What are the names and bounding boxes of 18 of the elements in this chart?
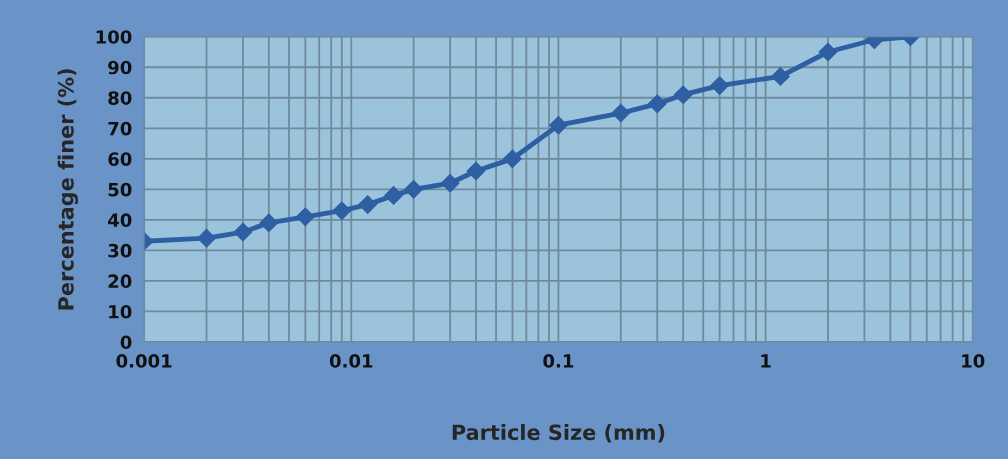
x-tick-label: 0.001 [116,354,172,368]
y-tick-label: 40 [108,213,132,227]
y-tick-label: 10 [109,304,132,319]
x-tick-label: 0.1 [543,354,574,368]
x-tick-label: 1 [761,354,771,368]
y-tick-label: 60 [108,152,132,166]
y-tick-label: 20 [108,274,132,289]
y-tick-label: 100 [96,30,132,44]
y-tick-label: 70 [108,121,132,136]
y-tick-label: 30 [108,243,132,258]
y-tick-label: 80 [108,91,132,105]
y-tick-label: 0 [120,335,132,350]
y-axis-title: Percentage finer (%) [57,69,78,310]
y-tick-label: 50 [108,182,132,197]
y-tick-label: 90 [108,60,132,75]
x-tick-label: 10 [962,354,985,368]
x-axis-title: Particle Size (mm) [452,424,665,443]
x-tick-label: 0.01 [329,354,373,368]
